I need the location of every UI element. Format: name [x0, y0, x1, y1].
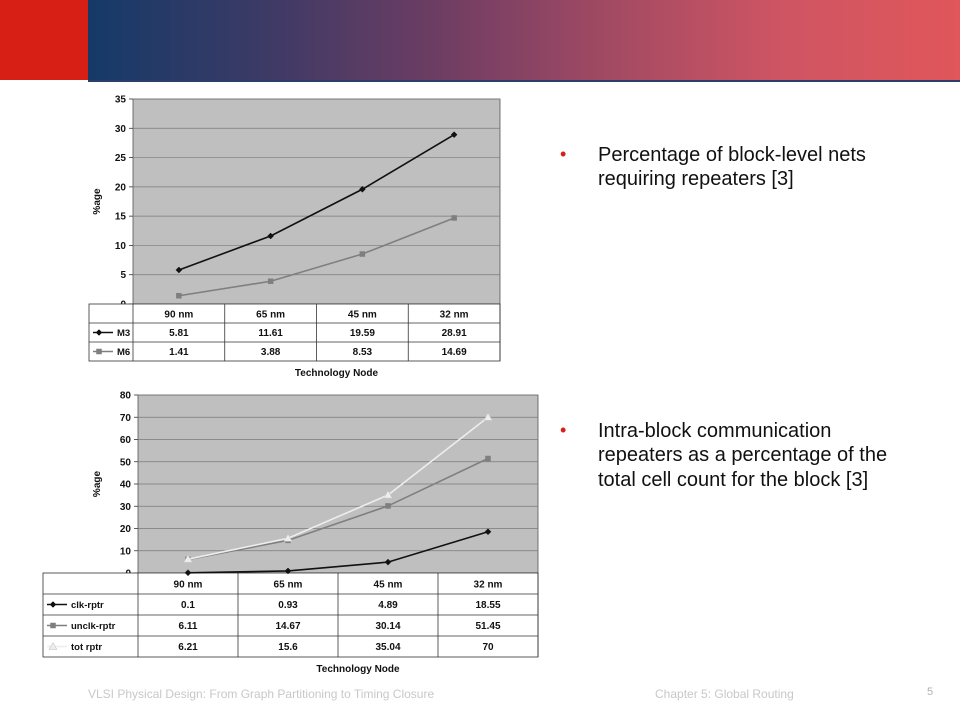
y-tick-label: 35 [115, 95, 127, 106]
data-point [283, 533, 293, 542]
data-point [284, 567, 292, 575]
y-tick-label: 10 [115, 241, 127, 252]
data-label: 14.69 [442, 347, 467, 358]
data-label: 5.81 [169, 328, 189, 339]
x-category-label: 65 nm [274, 580, 303, 591]
legend-label: M6 [117, 347, 130, 358]
data-label: 6.11 [179, 621, 198, 632]
data-label: 19.59 [350, 328, 375, 339]
data-label: 1.41 [169, 347, 189, 358]
legend-marker [48, 641, 58, 650]
data-point [183, 554, 193, 563]
data-label: 11.61 [258, 328, 283, 339]
y-axis-title: %age [92, 188, 103, 215]
x-category-label: 65 nm [256, 310, 285, 321]
data-point [267, 278, 274, 285]
footer-page-number: 5 [927, 686, 934, 698]
y-tick-label: 30 [115, 124, 127, 135]
y-tick-label: 80 [120, 391, 132, 402]
x-category-label: 90 nm [164, 310, 193, 321]
x-axis-title: Technology Node [295, 368, 379, 379]
data-label: 0.93 [278, 600, 298, 611]
data-label: 4.89 [378, 600, 398, 611]
y-tick-label: 5 [120, 270, 126, 281]
series-line [187, 530, 489, 574]
data-label: 70 [482, 642, 494, 653]
legend-label: M3 [117, 328, 130, 339]
data-label: 3.88 [261, 347, 281, 358]
data-label: 6.21 [178, 642, 198, 653]
y-tick-label: 20 [120, 524, 132, 535]
series-line [178, 133, 455, 271]
x-category-label: 45 nm [348, 310, 377, 321]
data-label: 0.1 [181, 600, 195, 611]
x-category-label: 32 nm [440, 310, 469, 321]
header-gradient-bar [88, 0, 960, 80]
data-point [385, 503, 391, 509]
legend-marker [95, 329, 103, 336]
data-point [359, 251, 366, 257]
y-tick-label: 50 [120, 457, 132, 468]
y-tick-label: 30 [120, 502, 132, 513]
data-point [175, 266, 183, 274]
y-axis-title: %age [92, 471, 103, 498]
legend-label: clk-rptr [71, 600, 104, 611]
bullet-item-2: • Intra-block communication repeaters as… [560, 419, 920, 492]
series-line [187, 457, 489, 561]
data-point [451, 215, 457, 221]
data-point [384, 558, 392, 566]
data-label: 18.55 [475, 600, 500, 611]
y-tick-label: 10 [120, 546, 132, 557]
data-point [484, 528, 492, 536]
data-point [267, 232, 274, 240]
legend-marker [50, 622, 56, 629]
data-label: 14.67 [275, 621, 300, 632]
bullet-dot-icon: • [560, 144, 567, 164]
bullet-item-1: • Percentage of block-level nets requiri… [560, 143, 920, 192]
x-category-label: 32 nm [474, 580, 503, 591]
footer-chapter: Chapter 5: Global Routing [655, 687, 794, 701]
data-label: 30.14 [375, 621, 400, 632]
y-tick-label: 40 [120, 480, 132, 491]
data-point [383, 490, 393, 499]
legend-label: unclk-rptr [71, 621, 116, 632]
bullet-text: Intra-block communication repeaters as a… [598, 420, 888, 491]
y-tick-label: 15 [115, 212, 127, 223]
y-tick-label: 20 [115, 182, 127, 193]
y-tick-label: 70 [120, 413, 132, 424]
series-line [178, 217, 455, 297]
bullet-text: Percentage of block-level nets requiring… [598, 144, 866, 191]
x-axis-title: Technology Node [316, 664, 400, 675]
series-line [187, 416, 489, 560]
data-label: 15.6 [278, 642, 298, 653]
y-tick-label: 25 [115, 153, 127, 164]
header-divider [88, 80, 960, 82]
legend-marker [96, 348, 102, 355]
legend-marker [49, 601, 57, 608]
bullet-dot-icon: • [560, 420, 567, 440]
data-label: 35.04 [375, 642, 400, 653]
data-point [184, 569, 192, 577]
data-point [176, 292, 182, 299]
y-tick-label: 60 [120, 435, 132, 446]
data-table [88, 303, 501, 362]
data-label: 51.45 [475, 621, 500, 632]
header-red-block [0, 0, 88, 80]
x-category-label: 45 nm [374, 580, 403, 591]
data-label: 8.53 [353, 347, 373, 358]
data-point [483, 412, 493, 421]
data-point [359, 185, 366, 193]
data-label: 28.91 [442, 328, 467, 339]
x-category-label: 90 nm [174, 580, 203, 591]
data-point [485, 455, 491, 462]
data-point [450, 131, 458, 139]
plot-area [132, 98, 501, 305]
legend-label: tot rptr [71, 642, 102, 653]
footer-book-title: VLSI Physical Design: From Graph Partiti… [88, 687, 435, 701]
